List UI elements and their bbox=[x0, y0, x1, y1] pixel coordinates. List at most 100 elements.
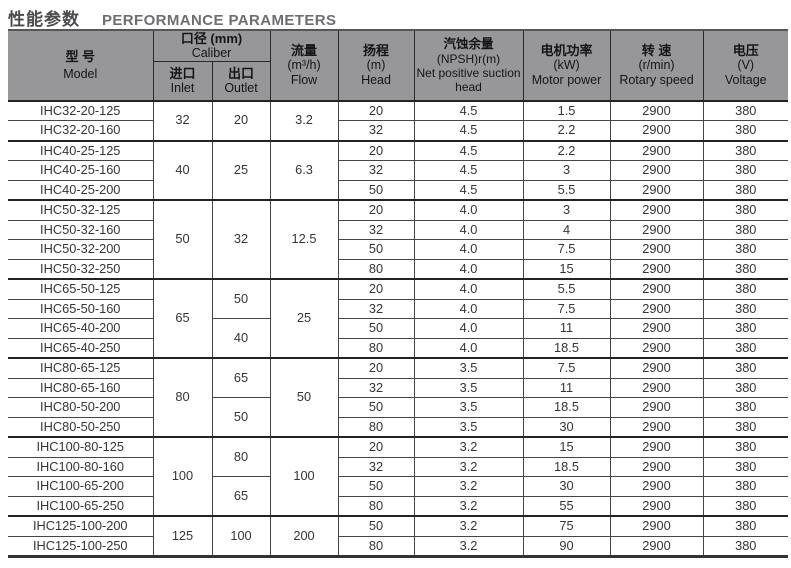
inlet-cell: 32 bbox=[152, 99, 213, 141]
head-cell: 32 bbox=[337, 160, 415, 181]
header-caliber: 口径 (mm) Caliber bbox=[152, 29, 271, 62]
header-inlet-en: Inlet bbox=[170, 80, 195, 95]
power-cell: 11 bbox=[522, 318, 611, 339]
voltage-cell: 380 bbox=[702, 278, 789, 300]
voltage-cell: 380 bbox=[702, 179, 789, 201]
table-row: IHC80-65-125 80 65 50 20 3.5 7.5 2900 380 bbox=[8, 357, 789, 438]
header-caliber-zh: 口径 (mm) bbox=[180, 31, 243, 46]
speed-cell: 2900 bbox=[609, 99, 704, 121]
model-cell: IHC125-100-200 bbox=[8, 515, 154, 537]
table-row: IHC80-65-160 32 3.5 11 2900 380 bbox=[8, 377, 789, 398]
power-cell: 75 bbox=[522, 515, 611, 537]
model-cell: IHC80-65-160 bbox=[8, 377, 154, 398]
voltage-cell: 380 bbox=[702, 436, 789, 458]
header-flow: 流量 (m³/h) Flow bbox=[269, 29, 339, 101]
model-cell: IHC80-65-125 bbox=[8, 357, 154, 379]
head-cell: 80 bbox=[337, 337, 415, 359]
header-speed-zh: 转 速 bbox=[641, 42, 672, 58]
model-cell: IHC65-50-125 bbox=[8, 278, 154, 300]
head-cell: 32 bbox=[337, 120, 415, 141]
npsh-cell: 3.2 bbox=[413, 436, 524, 458]
voltage-cell: 380 bbox=[702, 160, 789, 181]
flow-cell: 200 bbox=[269, 515, 339, 557]
header-flow-zh: 流量 bbox=[291, 42, 318, 58]
head-cell: 50 bbox=[337, 397, 415, 418]
power-cell: 55 bbox=[522, 495, 611, 517]
head-cell: 32 bbox=[337, 219, 415, 240]
head-cell: 32 bbox=[337, 456, 415, 477]
header-speed-unit: (r/min) bbox=[638, 57, 675, 72]
voltage-cell: 380 bbox=[702, 476, 789, 497]
head-cell: 20 bbox=[337, 278, 415, 300]
power-cell: 7.5 bbox=[522, 239, 611, 260]
head-cell: 80 bbox=[337, 258, 415, 280]
power-cell: 7.5 bbox=[522, 298, 611, 319]
table-header: 型 号 Model 口径 (mm) Caliber 流量 (m³/h) Flow bbox=[8, 29, 789, 101]
npsh-cell: 4.0 bbox=[413, 318, 524, 339]
flow-cell: 6.3 bbox=[269, 139, 339, 201]
header-power-unit: (kW) bbox=[553, 57, 580, 72]
voltage-cell: 380 bbox=[702, 219, 789, 240]
outlet-cell: 65 bbox=[211, 357, 271, 398]
head-cell: 50 bbox=[337, 318, 415, 339]
header-voltage-en: Voltage bbox=[724, 72, 767, 87]
head-cell: 32 bbox=[337, 377, 415, 398]
model-cell: IHC50-32-250 bbox=[8, 258, 154, 280]
page-title-chinese: 性能参数 bbox=[8, 10, 80, 29]
npsh-cell: 4.0 bbox=[413, 298, 524, 319]
flow-cell: 100 bbox=[269, 436, 339, 517]
power-cell: 3 bbox=[522, 199, 611, 221]
header-power: 电机功率 (kW) Motor power bbox=[522, 29, 611, 101]
table-row: IHC50-32-200 50 4.0 7.5 2900 380 bbox=[8, 239, 789, 260]
power-cell: 18.5 bbox=[522, 337, 611, 359]
speed-cell: 2900 bbox=[609, 139, 704, 161]
speed-cell: 2900 bbox=[609, 436, 704, 458]
outlet-cell: 40 bbox=[211, 318, 271, 359]
header-model: 型 号 Model bbox=[8, 29, 154, 101]
voltage-cell: 380 bbox=[702, 377, 789, 398]
header-npsh: 汽蚀余量 (NPSH)r(m) Net positive suction hea… bbox=[413, 29, 524, 101]
table-row: IHC32-20-160 32 4.5 2.2 2900 380 bbox=[8, 120, 789, 141]
npsh-cell: 4.0 bbox=[413, 337, 524, 359]
power-cell: 90 bbox=[522, 535, 611, 557]
outlet-cell: 32 bbox=[211, 199, 271, 280]
flow-cell: 3.2 bbox=[269, 99, 339, 141]
table-row: IHC50-32-160 32 4.0 4 2900 380 bbox=[8, 219, 789, 240]
table-row: IHC100-80-160 32 3.2 18.5 2900 380 bbox=[8, 456, 789, 477]
voltage-cell: 380 bbox=[702, 495, 789, 517]
head-cell: 80 bbox=[337, 535, 415, 557]
speed-cell: 2900 bbox=[609, 179, 704, 201]
table-row: IHC80-50-250 80 3.5 30 2900 380 bbox=[8, 416, 789, 438]
head-cell: 50 bbox=[337, 179, 415, 201]
npsh-cell: 4.5 bbox=[413, 120, 524, 141]
speed-cell: 2900 bbox=[609, 160, 704, 181]
npsh-cell: 3.2 bbox=[413, 495, 524, 517]
speed-cell: 2900 bbox=[609, 515, 704, 537]
speed-cell: 2900 bbox=[609, 476, 704, 497]
npsh-cell: 4.0 bbox=[413, 199, 524, 221]
model-cell: IHC100-65-200 bbox=[8, 476, 154, 497]
table-row: IHC65-40-200 40 50 4.0 11 2900 380 bbox=[8, 318, 789, 359]
power-cell: 18.5 bbox=[522, 397, 611, 418]
outlet-cell: 65 bbox=[211, 476, 271, 517]
table-row: IHC50-32-250 80 4.0 15 2900 380 bbox=[8, 258, 789, 280]
table-row: IHC100-65-250 80 3.2 55 2900 380 bbox=[8, 495, 789, 517]
speed-cell: 2900 bbox=[609, 239, 704, 260]
voltage-cell: 380 bbox=[702, 318, 789, 339]
header-voltage-zh: 电压 bbox=[732, 42, 759, 58]
npsh-cell: 3.5 bbox=[413, 357, 524, 379]
voltage-cell: 380 bbox=[702, 239, 789, 260]
head-cell: 80 bbox=[337, 416, 415, 438]
flow-cell: 25 bbox=[269, 278, 339, 359]
inlet-cell: 80 bbox=[152, 357, 213, 438]
speed-cell: 2900 bbox=[609, 278, 704, 300]
outlet-cell: 50 bbox=[211, 397, 271, 438]
head-cell: 20 bbox=[337, 99, 415, 121]
power-cell: 30 bbox=[522, 416, 611, 438]
header-npsh-en: Net positive suction head bbox=[416, 65, 521, 94]
model-cell: IHC65-50-160 bbox=[8, 298, 154, 319]
header-outlet-zh: 出口 bbox=[228, 65, 255, 81]
head-cell: 20 bbox=[337, 139, 415, 161]
header-voltage: 电压 (V) Voltage bbox=[702, 29, 789, 101]
